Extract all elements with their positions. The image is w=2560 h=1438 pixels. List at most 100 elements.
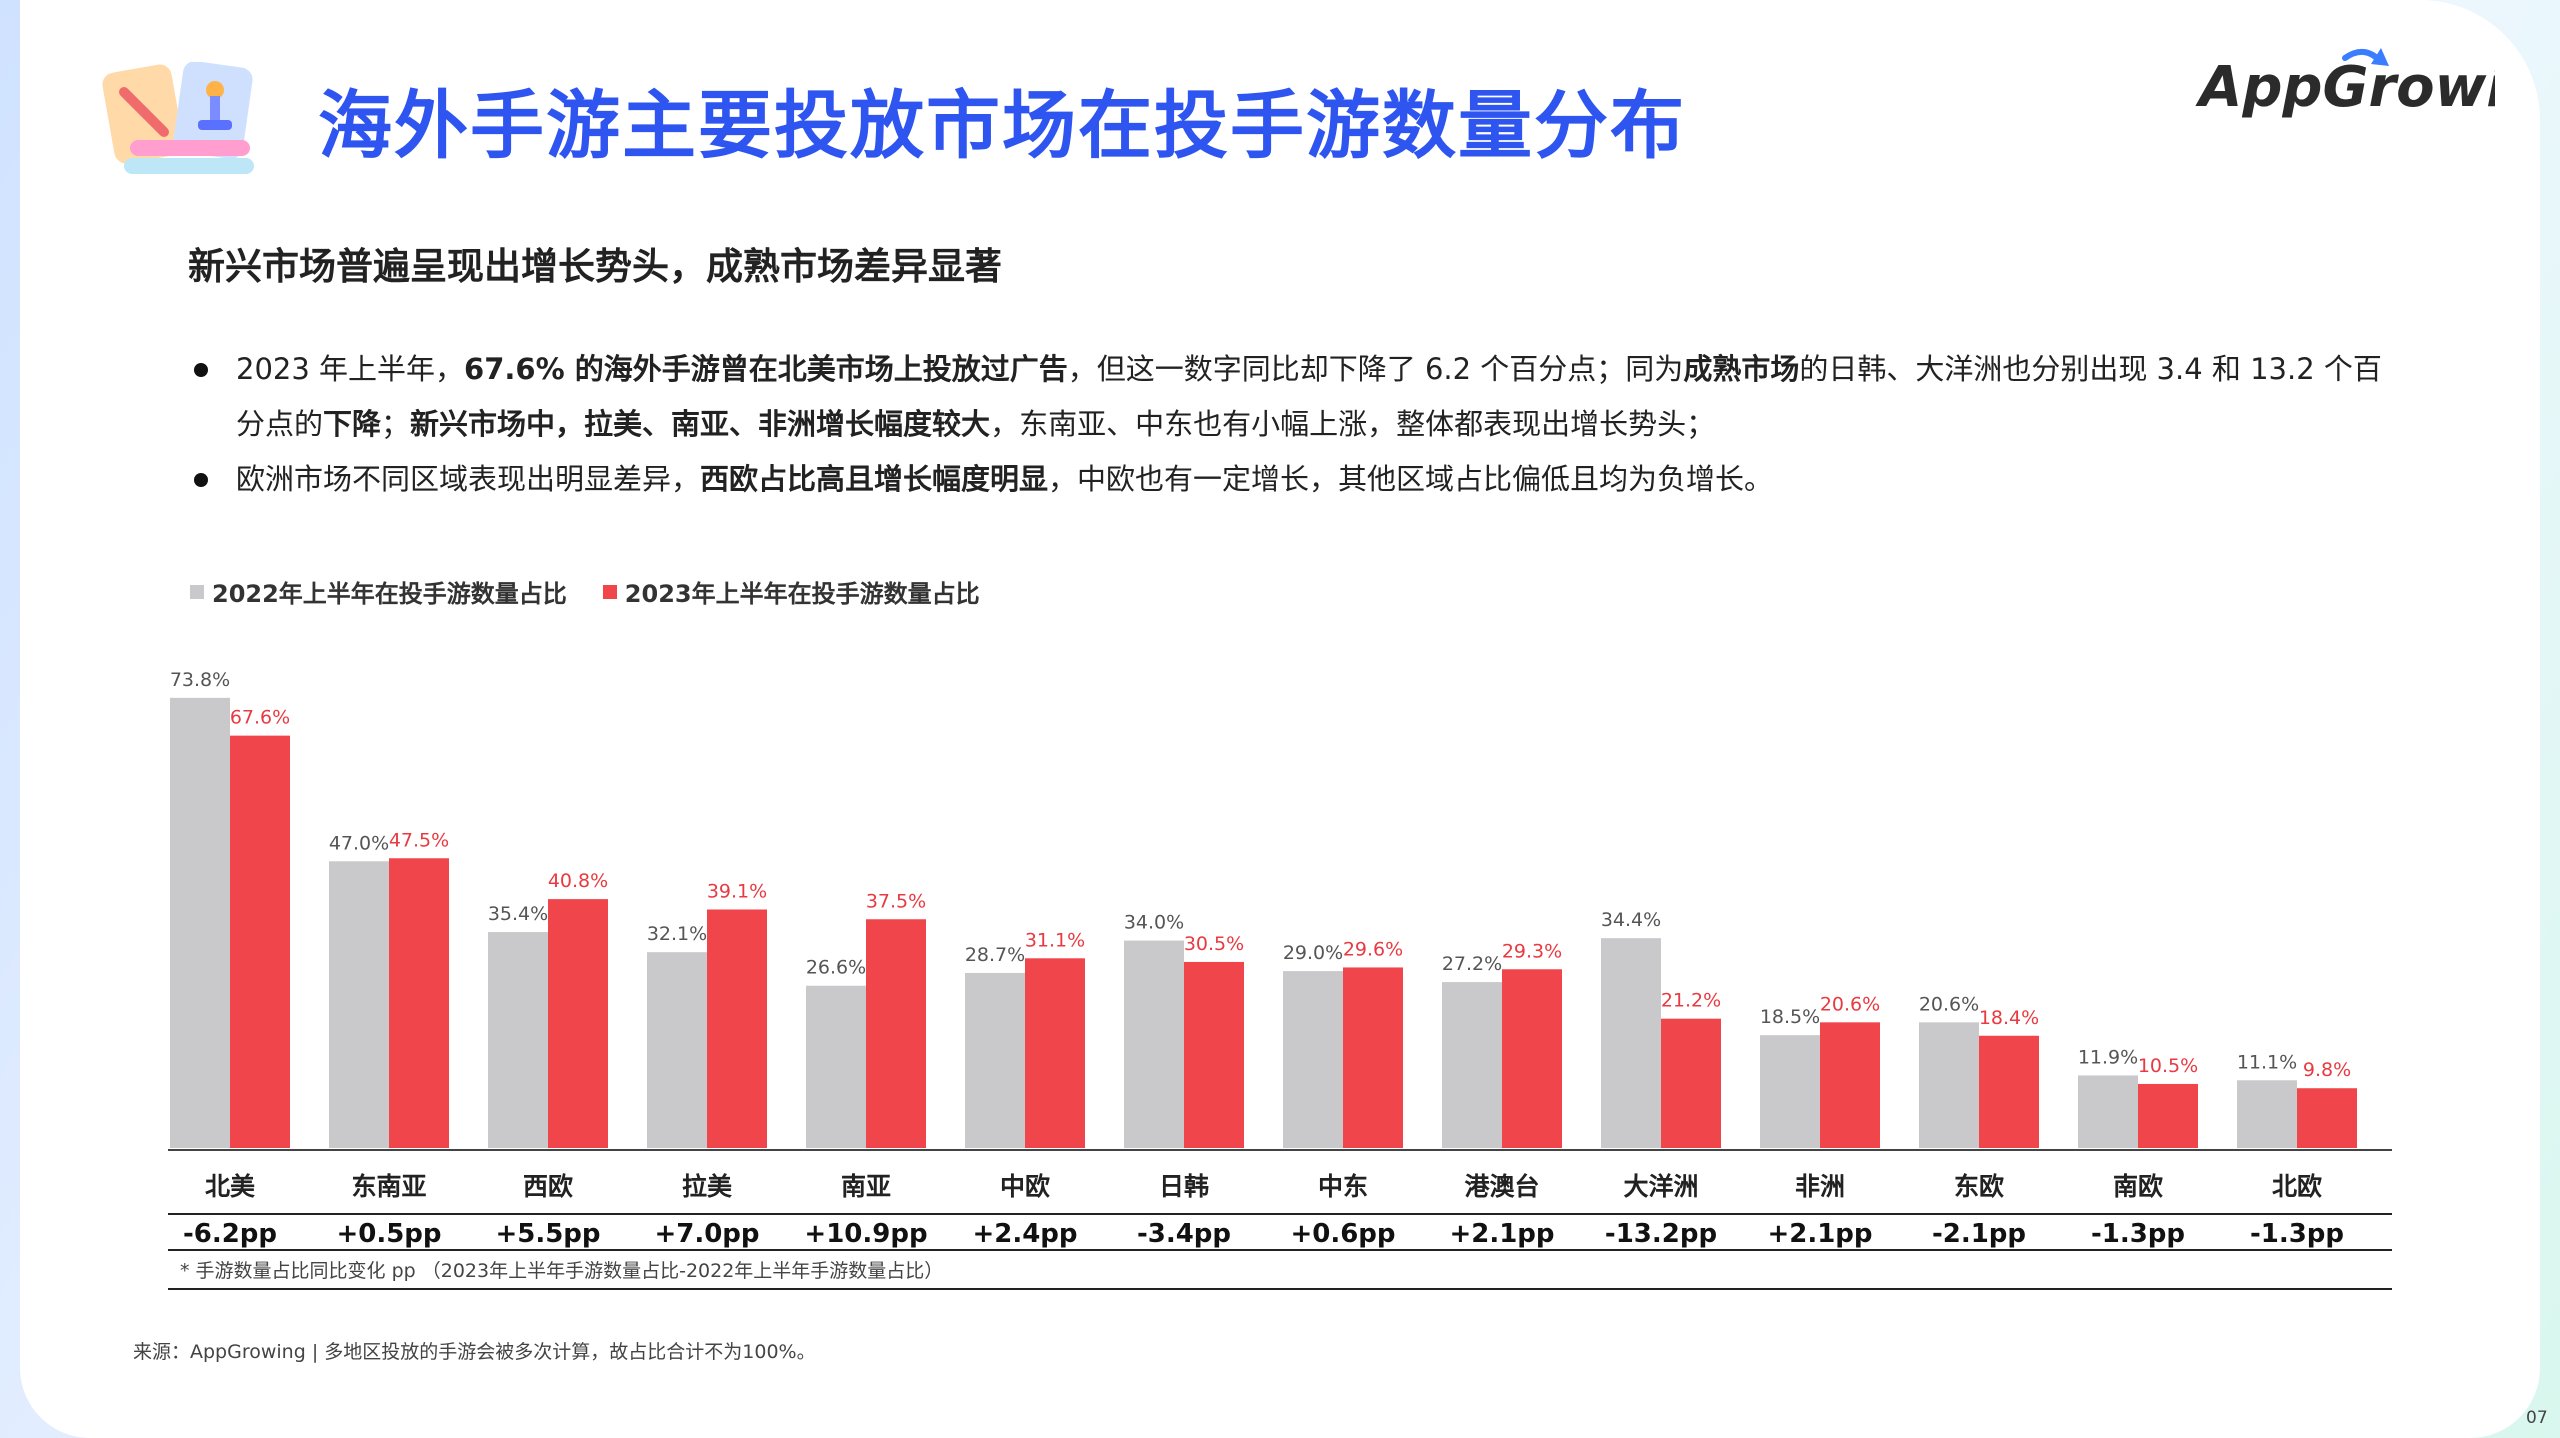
category-label: 港澳台 xyxy=(1464,1172,1539,1201)
legend-swatch-2023 xyxy=(602,584,617,599)
change-label: +5.5pp xyxy=(495,1219,600,1249)
bar-2022 xyxy=(2078,1075,2138,1148)
bullet-emphasis: 西欧占比高且增长幅度明显 xyxy=(700,462,1049,496)
data-label: 10.5% xyxy=(2138,1055,2198,1077)
bar-2023 xyxy=(1502,969,1562,1148)
data-label: 20.6% xyxy=(1820,993,1880,1015)
change-label: +10.9pp xyxy=(804,1219,927,1249)
category-label: 大洋洲 xyxy=(1623,1172,1698,1201)
data-label: 35.4% xyxy=(488,903,548,925)
data-label: 34.0% xyxy=(1124,912,1184,934)
data-label: 39.1% xyxy=(707,880,767,902)
bar-2022 xyxy=(1601,938,1661,1148)
bar-2023 xyxy=(2297,1088,2357,1148)
category-label: 东欧 xyxy=(1954,1172,2004,1201)
data-label: 11.1% xyxy=(2237,1051,2297,1073)
change-label: +2.1pp xyxy=(1767,1219,1872,1249)
bullet-text: ，东南亚、中东也有小幅上涨，整体都表现出增长势头； xyxy=(990,407,1716,441)
change-label: +0.6pp xyxy=(1290,1219,1395,1249)
data-label: 20.6% xyxy=(1919,993,1979,1015)
change-label: -1.3pp xyxy=(2250,1219,2344,1249)
category-label: 中欧 xyxy=(1000,1172,1050,1201)
data-label: 11.9% xyxy=(2078,1046,2138,1068)
bar-2023 xyxy=(1820,1022,1880,1148)
data-label: 29.3% xyxy=(1502,940,1562,962)
slide-card xyxy=(20,0,2540,1438)
category-label: 中东 xyxy=(1318,1172,1368,1201)
bar-2023 xyxy=(1184,961,1244,1148)
change-label: +2.1pp xyxy=(1449,1219,1554,1249)
legend-label-2022: 2022年上半年在投手游数量占比 xyxy=(212,580,567,608)
data-label: 26.6% xyxy=(806,957,866,979)
svg-text:AppGrowing: AppGrowing xyxy=(2195,55,2495,120)
data-label: 40.8% xyxy=(548,870,608,892)
bullet-text: 欧洲市场不同区域表现出明显差异， xyxy=(236,462,701,496)
legend-item-2022: 2022年上半年在投手游数量占比 xyxy=(190,574,567,609)
data-label: 73.8% xyxy=(170,669,230,691)
data-label: 32.1% xyxy=(647,923,707,945)
bar-2022 xyxy=(806,985,866,1148)
bar-2023 xyxy=(866,919,926,1148)
legend-label-2023: 2023年上半年在投手游数量占比 xyxy=(624,580,980,608)
data-label: 47.5% xyxy=(389,829,449,851)
appgrowing-logo: AppGrowing xyxy=(2195,48,2495,120)
category-label: 日韩 xyxy=(1159,1172,1209,1201)
bar-2022 xyxy=(1442,982,1502,1148)
bullet-item: 2023 年上半年，67.6% 的海外手游曾在北美市场上投放过广告，但这一数字同… xyxy=(188,342,2388,452)
bar-2022 xyxy=(1283,971,1343,1148)
data-label: 67.6% xyxy=(230,707,290,729)
chart-legend: 2022年上半年在投手游数量占比 2023年上半年在投手游数量占比 xyxy=(190,574,980,609)
bar-2022 xyxy=(1124,940,1184,1148)
bullet-text: 2023 年上半年， xyxy=(236,352,465,386)
change-label: +0.5pp xyxy=(336,1219,441,1249)
change-label: -3.4pp xyxy=(1137,1219,1231,1249)
category-label: 拉美 xyxy=(682,1172,732,1201)
data-label: 18.4% xyxy=(1979,1007,2039,1029)
legend-item-2023: 2023年上半年在投手游数量占比 xyxy=(602,574,980,609)
category-label: 南亚 xyxy=(841,1172,891,1201)
section-subtitle: 新兴市场普遍呈现出增长势头，成熟市场差异显著 xyxy=(188,245,1002,288)
chart-footnote: * 手游数量占比同比变化 pp （2023年上半年手游数量占比-2022年上半年… xyxy=(180,1260,944,1282)
change-label: -13.2pp xyxy=(1605,1219,1717,1249)
data-label: 47.0% xyxy=(329,832,389,854)
bar-2022 xyxy=(170,697,230,1148)
category-label: 非洲 xyxy=(1795,1172,1845,1201)
data-label: 18.5% xyxy=(1760,1006,1820,1028)
data-label: 29.6% xyxy=(1343,938,1403,960)
data-label: 37.5% xyxy=(866,890,926,912)
category-label: 南欧 xyxy=(2113,1172,2163,1201)
bar-2023 xyxy=(1025,958,1085,1148)
page-title: 海外手游主要投放市场在投手游数量分布 xyxy=(318,83,1686,169)
data-label: 34.4% xyxy=(1601,909,1661,931)
data-label: 31.1% xyxy=(1025,929,1085,951)
bullet-emphasis: 67.6% 的海外手游曾在北美市场上投放过广告 xyxy=(464,352,1068,386)
change-label: +2.4pp xyxy=(972,1219,1077,1249)
bar-2023 xyxy=(389,858,449,1148)
data-label: 29.0% xyxy=(1283,942,1343,964)
bar-2023 xyxy=(548,899,608,1148)
category-label: 东南亚 xyxy=(351,1172,426,1201)
data-label: 9.8% xyxy=(2303,1059,2351,1081)
data-label: 21.2% xyxy=(1661,990,1721,1012)
change-label: -2.1pp xyxy=(1932,1219,2026,1249)
bullet-text: ； xyxy=(381,407,411,441)
bar-2023 xyxy=(230,735,290,1148)
bar-2023 xyxy=(1343,967,1403,1148)
category-label: 西欧 xyxy=(523,1172,573,1201)
bullet-text: 的日韩、大洋洲也分别出现 3.4 和 13.2 个百分点的 xyxy=(236,352,2382,441)
data-label: 28.7% xyxy=(965,944,1025,966)
bar-2022 xyxy=(488,932,548,1148)
bar-2022 xyxy=(965,972,1025,1148)
bullet-list: 2023 年上半年，67.6% 的海外手游曾在北美市场上投放过广告，但这一数字同… xyxy=(188,342,2388,507)
bullet-emphasis: 新兴市场中，拉美、南亚、非洲增长幅度较大 xyxy=(410,407,991,441)
category-label: 北美 xyxy=(205,1172,255,1201)
source-note: 来源：AppGrowing | 多地区投放的手游会被多次计算，故占比合计不为10… xyxy=(133,1341,816,1363)
data-label: 30.5% xyxy=(1184,933,1244,955)
bullet-emphasis: 下降 xyxy=(323,407,382,441)
bullet-emphasis: 成熟市场 xyxy=(1683,352,1800,386)
bar-2022 xyxy=(329,861,389,1148)
bar-2022 xyxy=(1760,1035,1820,1148)
bar-2023 xyxy=(2138,1083,2198,1148)
bar-2023 xyxy=(707,909,767,1148)
bar-2022 xyxy=(2237,1080,2297,1148)
